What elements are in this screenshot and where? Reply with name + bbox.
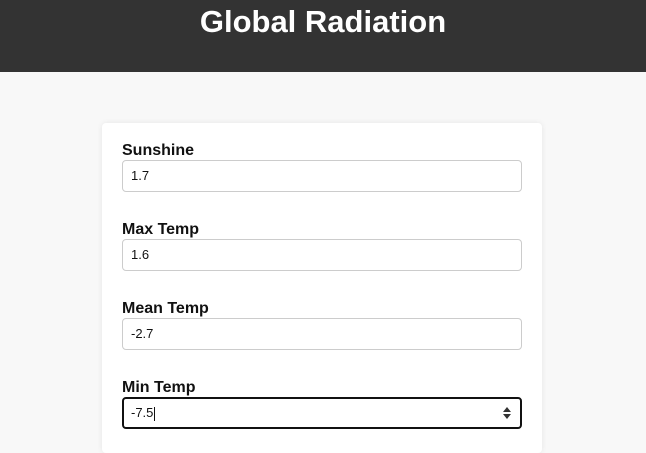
min-temp-input[interactable]: -7.5 bbox=[122, 397, 522, 429]
text-caret bbox=[154, 406, 156, 421]
mean-temp-input[interactable]: -2.7 bbox=[122, 318, 522, 350]
max-temp-label: Max Temp bbox=[122, 221, 200, 238]
page-title: Global Radiation bbox=[199, 4, 447, 39]
sunshine-value: 1.7 bbox=[131, 168, 150, 183]
sunshine-input[interactable]: 1.7 bbox=[122, 160, 522, 192]
max-temp-value: 1.6 bbox=[131, 247, 150, 262]
page-header: Global Radiation bbox=[0, 0, 646, 72]
sunshine-label: Sunshine bbox=[122, 142, 195, 159]
radiation-form: Sunshine 1.7 Max Temp 1.6 Mean Temp -2.7… bbox=[102, 123, 542, 453]
mean-temp-value: -2.7 bbox=[131, 326, 154, 341]
max-temp-input[interactable]: 1.6 bbox=[122, 239, 522, 271]
min-temp-value: -7.5 bbox=[131, 405, 154, 420]
min-temp-label: Min Temp bbox=[122, 379, 196, 396]
spin-arrows-icon[interactable] bbox=[502, 406, 512, 420]
mean-temp-label: Mean Temp bbox=[122, 300, 209, 317]
